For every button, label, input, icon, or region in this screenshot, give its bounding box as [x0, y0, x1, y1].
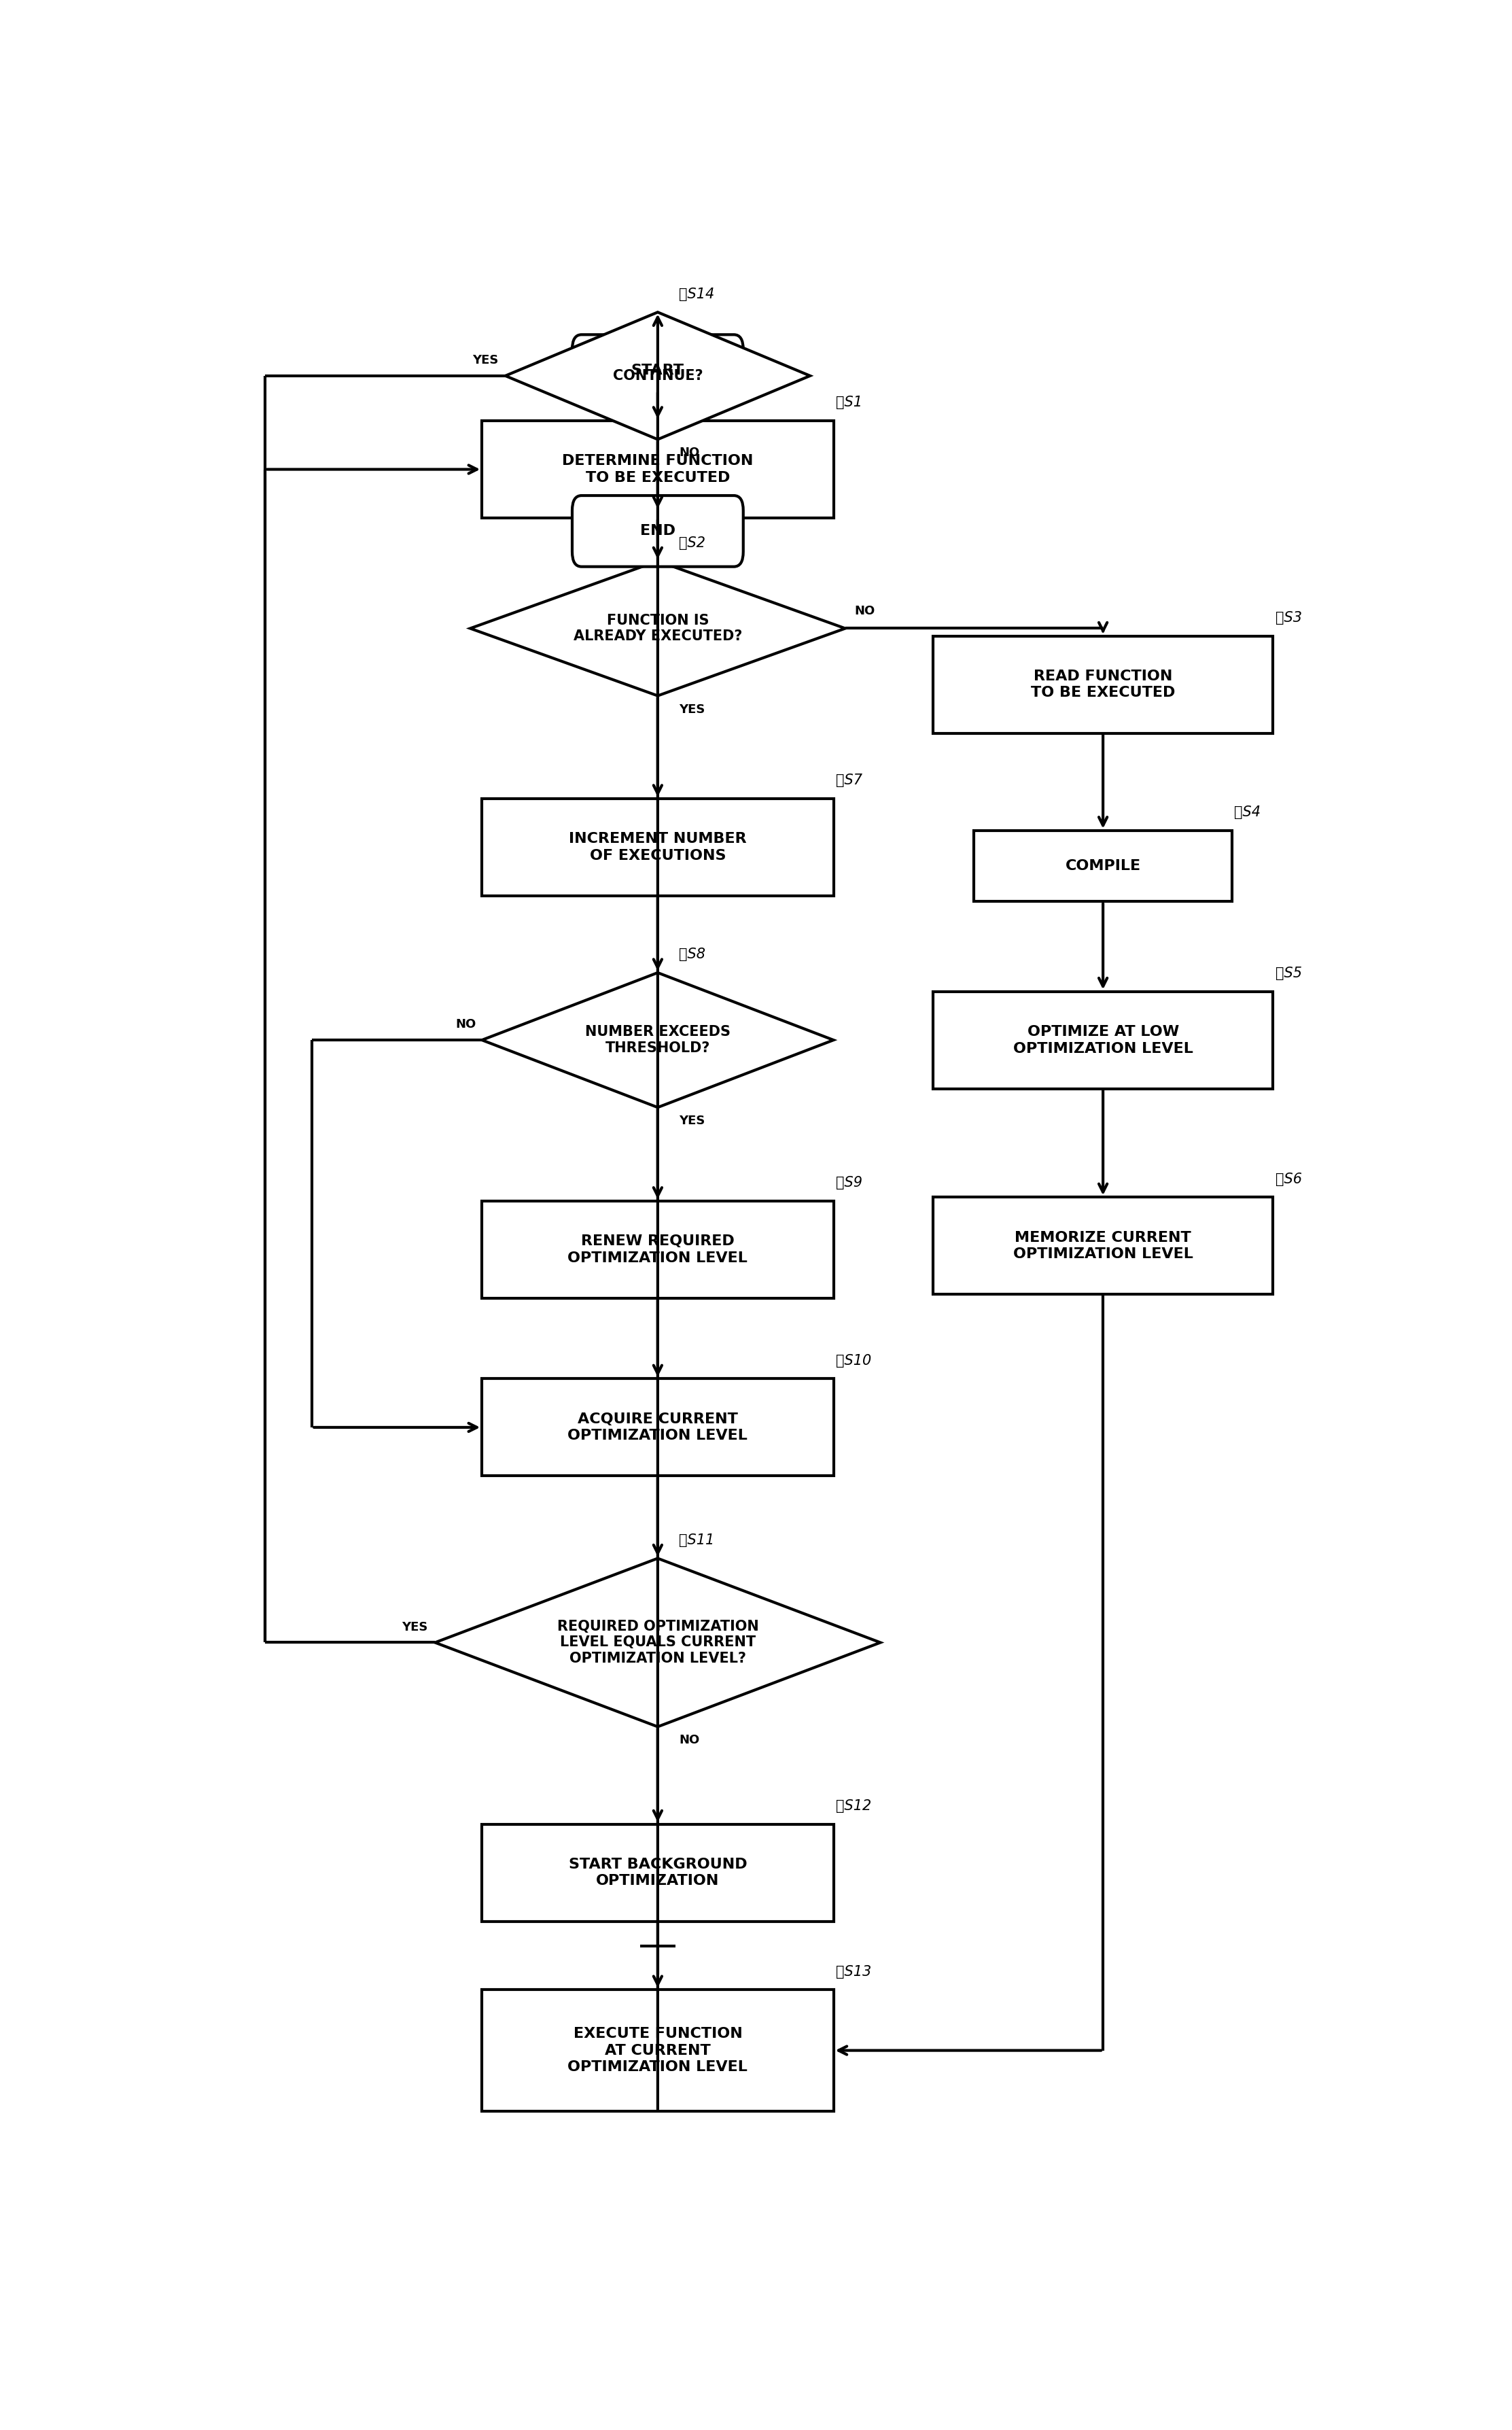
Polygon shape	[435, 1558, 880, 1728]
Text: YES: YES	[679, 702, 705, 714]
Text: CONTINUE?: CONTINUE?	[612, 369, 703, 382]
Bar	[482, 1990, 833, 2112]
Text: ⌣S3: ⌣S3	[1275, 610, 1302, 625]
Text: ⌣S1: ⌣S1	[836, 396, 862, 411]
Polygon shape	[470, 561, 845, 695]
Text: ⌣S9: ⌣S9	[836, 1176, 862, 1191]
Text: ⌣S8: ⌣S8	[679, 948, 705, 962]
Text: YES: YES	[679, 1115, 705, 1128]
Text: NO: NO	[854, 605, 875, 617]
Text: OPTIMIZE AT LOW
OPTIMIZATION LEVEL: OPTIMIZE AT LOW OPTIMIZATION LEVEL	[1013, 1025, 1193, 1055]
Text: MEMORIZE CURRENT
OPTIMIZATION LEVEL: MEMORIZE CURRENT OPTIMIZATION LEVEL	[1013, 1230, 1193, 1261]
Text: ACQUIRE CURRENT
OPTIMIZATION LEVEL: ACQUIRE CURRENT OPTIMIZATION LEVEL	[567, 1412, 748, 1443]
Bar	[482, 1200, 833, 1298]
FancyBboxPatch shape	[572, 496, 744, 566]
Text: ⌣S11: ⌣S11	[679, 1533, 714, 1548]
Text: ⌣S7: ⌣S7	[836, 773, 862, 787]
Text: ⌣S5: ⌣S5	[1275, 967, 1302, 979]
Bar	[482, 1825, 833, 1922]
Text: YES: YES	[402, 1621, 428, 1633]
Text: INCREMENT NUMBER
OF EXECUTIONS: INCREMENT NUMBER OF EXECUTIONS	[569, 831, 747, 863]
Polygon shape	[482, 972, 833, 1108]
Text: ⌣S12: ⌣S12	[836, 1798, 871, 1813]
Text: ⌣S14: ⌣S14	[679, 287, 714, 301]
Text: ⌣S13: ⌣S13	[836, 1966, 871, 1978]
Bar	[933, 1198, 1273, 1295]
Text: ⌣S4: ⌣S4	[1234, 807, 1261, 819]
Text: ⌣S2: ⌣S2	[679, 537, 705, 549]
Text: COMPILE: COMPILE	[1066, 860, 1140, 872]
Text: READ FUNCTION
TO BE EXECUTED: READ FUNCTION TO BE EXECUTED	[1031, 668, 1175, 700]
Bar	[933, 637, 1273, 734]
FancyBboxPatch shape	[572, 335, 744, 406]
Text: END: END	[640, 525, 676, 537]
Text: FUNCTION IS
ALREADY EXECUTED?: FUNCTION IS ALREADY EXECUTED?	[573, 615, 742, 644]
Bar	[482, 799, 833, 897]
Text: START: START	[631, 364, 685, 377]
Bar	[482, 1378, 833, 1475]
Text: NUMBER EXCEEDS
THRESHOLD?: NUMBER EXCEEDS THRESHOLD?	[585, 1025, 730, 1055]
Text: YES: YES	[472, 355, 499, 367]
Text: NO: NO	[679, 1735, 700, 1747]
Text: ⌣S6: ⌣S6	[1275, 1171, 1302, 1186]
Text: DETERMINE FUNCTION
TO BE EXECUTED: DETERMINE FUNCTION TO BE EXECUTED	[562, 454, 753, 484]
Bar	[482, 420, 833, 518]
Bar	[933, 991, 1273, 1089]
Text: REQUIRED OPTIMIZATION
LEVEL EQUALS CURRENT
OPTIMIZATION LEVEL?: REQUIRED OPTIMIZATION LEVEL EQUALS CURRE…	[556, 1621, 759, 1665]
Text: EXECUTE FUNCTION
AT CURRENT
OPTIMIZATION LEVEL: EXECUTE FUNCTION AT CURRENT OPTIMIZATION…	[567, 2027, 748, 2075]
Text: RENEW REQUIRED
OPTIMIZATION LEVEL: RENEW REQUIRED OPTIMIZATION LEVEL	[567, 1234, 748, 1266]
Text: NO: NO	[679, 447, 700, 459]
Bar	[974, 831, 1232, 902]
Text: START BACKGROUND
OPTIMIZATION: START BACKGROUND OPTIMIZATION	[569, 1857, 747, 1888]
Text: NO: NO	[455, 1018, 476, 1030]
Text: ⌣S10: ⌣S10	[836, 1354, 871, 1368]
Polygon shape	[505, 311, 810, 440]
